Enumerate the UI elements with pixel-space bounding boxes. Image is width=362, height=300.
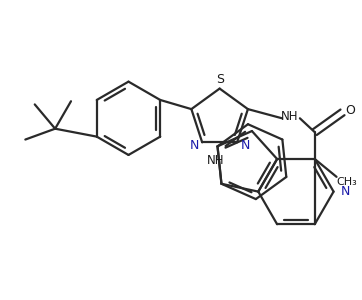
Text: N: N: [240, 139, 250, 152]
Text: N: N: [190, 139, 199, 152]
Text: S: S: [216, 73, 224, 86]
Text: N: N: [341, 185, 350, 198]
Text: NH: NH: [281, 110, 299, 123]
Text: NH: NH: [207, 154, 224, 167]
Text: CH₃: CH₃: [336, 177, 357, 187]
Text: O: O: [345, 104, 355, 117]
